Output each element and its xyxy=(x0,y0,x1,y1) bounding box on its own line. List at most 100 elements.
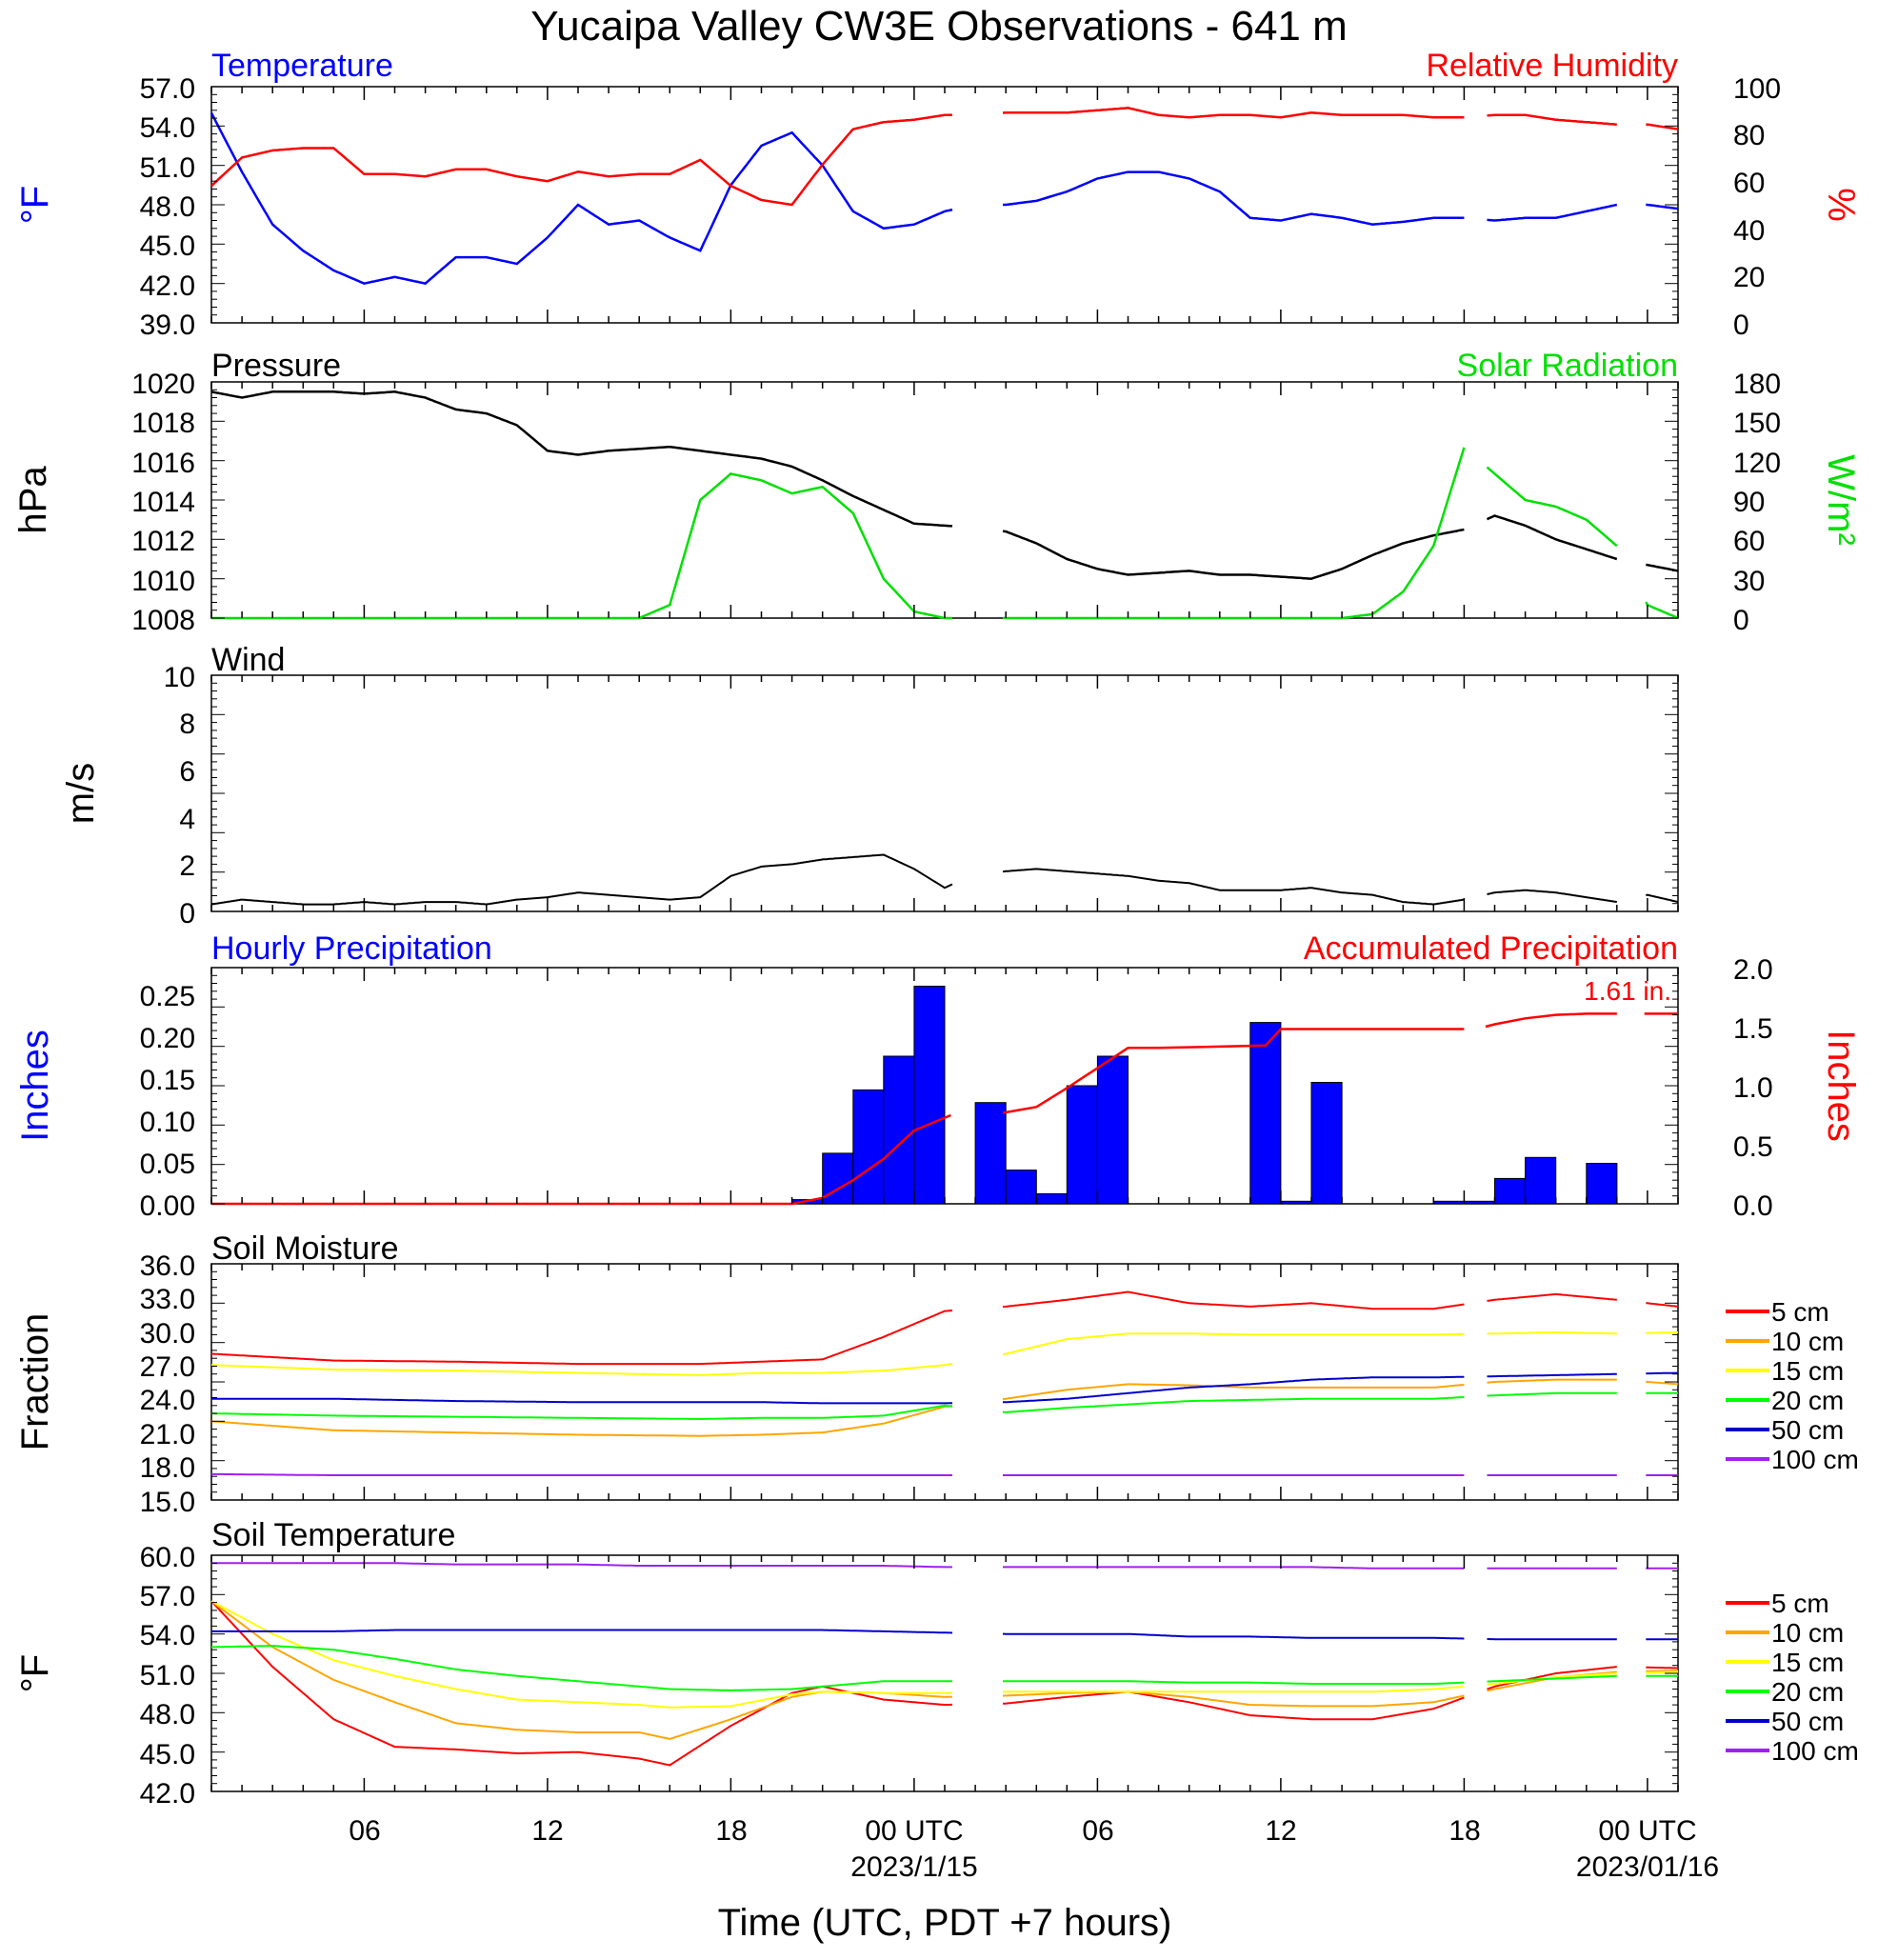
relative-humidity-line xyxy=(210,107,1679,207)
precip-tick-label: 0.25 xyxy=(140,981,195,1012)
precip-bar xyxy=(852,1089,885,1205)
wind-tick-label: 6 xyxy=(179,756,195,788)
pressure-tick-label: 1018 xyxy=(131,408,195,439)
panel-pressure-solar: Pressure Solar Radiation hPa W/m² 1020 1… xyxy=(12,348,1862,636)
soil-moisture-tick-label: 24.0 xyxy=(140,1385,195,1416)
legend-label-10cm: 10 cm xyxy=(1771,1618,1844,1648)
legend-label-50cm: 50 cm xyxy=(1771,1707,1844,1736)
soil-moisture-10cm-line xyxy=(210,1378,1679,1437)
x-tick-label: 06 xyxy=(1082,1815,1113,1847)
hourly-precip-title: Hourly Precipitation xyxy=(211,930,492,967)
rh-tick-label: 80 xyxy=(1733,120,1765,151)
pressure-unit-label: hPa xyxy=(12,466,54,534)
wind-tick-label: 4 xyxy=(179,804,195,835)
x-tick-label: 12 xyxy=(531,1815,563,1847)
soil-moisture-tick-label: 36.0 xyxy=(140,1250,195,1282)
solar-tick-label: 0 xyxy=(1733,605,1749,636)
precip-tick-label: 0.15 xyxy=(140,1065,195,1096)
soil-moisture-tick-label: 15.0 xyxy=(140,1487,195,1518)
precip-tick-label: 0.05 xyxy=(140,1149,195,1180)
x-tick-label: 18 xyxy=(1448,1815,1480,1847)
wind-tick-label: 2 xyxy=(179,850,195,882)
precip-bar xyxy=(1249,1022,1282,1205)
wind-tick-label: 0 xyxy=(179,898,195,930)
x-tick-label: 12 xyxy=(1265,1815,1296,1847)
rh-tick-label: 60 xyxy=(1733,168,1765,199)
solar-tick-label: 180 xyxy=(1733,369,1781,400)
legend-label-5cm: 5 cm xyxy=(1771,1589,1829,1618)
soil-temp-tick-label: 42.0 xyxy=(140,1778,195,1810)
precip-bar xyxy=(1463,1200,1496,1205)
soil-temp-10cm-line xyxy=(210,1600,1679,1740)
soil-temp-50cm-line xyxy=(211,1629,1678,1641)
pressure-tick-label: 1008 xyxy=(131,605,195,636)
wind-title: Wind xyxy=(211,642,285,678)
temp-tick-label: 45.0 xyxy=(140,230,195,262)
soil-moisture-tick-label: 27.0 xyxy=(140,1351,195,1383)
x-tick-label: 00 UTC xyxy=(1598,1815,1696,1847)
wind-tick-label: 8 xyxy=(179,709,195,740)
solar-title: Solar Radiation xyxy=(1457,348,1678,384)
accum-tick-label: 1.0 xyxy=(1733,1072,1773,1104)
solar-unit-label: W/m² xyxy=(1820,454,1862,546)
hourly-precip-unit-label: Inches xyxy=(14,1030,56,1142)
accum-tick-label: 1.5 xyxy=(1733,1013,1773,1045)
precip-tick-label: 0.20 xyxy=(140,1023,195,1054)
pressure-tick-label: 1014 xyxy=(131,487,195,518)
pressure-tick-label: 1010 xyxy=(131,566,195,597)
temp-title: Temperature xyxy=(211,48,393,84)
x-tick-label: 00 UTC xyxy=(865,1815,963,1847)
temp-tick-label: 51.0 xyxy=(140,152,195,184)
soil-moisture-100cm-line xyxy=(210,1472,1678,1476)
solar-tick-label: 90 xyxy=(1733,487,1765,518)
x-axis-label: Time (UTC, PDT +7 hours) xyxy=(718,1902,1172,1944)
soil-temp-legend: 5 cm 10 cm 15 cm 20 cm 50 cm 100 cm xyxy=(1726,1589,1859,1766)
precip-tick-label: 0.00 xyxy=(140,1190,195,1222)
solar-tick-label: 60 xyxy=(1733,526,1765,557)
soil-temp-tick-label: 54.0 xyxy=(140,1620,195,1651)
soil-moisture-legend: 5 cm 10 cm 15 cm 20 cm 50 cm 100 cm xyxy=(1726,1297,1859,1474)
soil-moisture-unit-label: Fraction xyxy=(14,1313,56,1451)
precip-bar xyxy=(1005,1170,1037,1205)
precip-bar xyxy=(974,1102,1007,1205)
chart-title: Yucaipa Valley CW3E Observations - 641 m xyxy=(530,3,1348,50)
panel-temp-rh: Temperature Relative Humidity °F % 57.0 … xyxy=(14,48,1862,341)
legend-label-20cm: 20 cm xyxy=(1771,1386,1844,1415)
rh-tick-label: 40 xyxy=(1733,215,1765,247)
x-tick-date: 2023/1/15 xyxy=(850,1851,977,1883)
solar-tick-label: 120 xyxy=(1733,448,1781,479)
solar-tick-label: 150 xyxy=(1733,408,1781,439)
panel-precip: Hourly Precipitation Accumulated Precipi… xyxy=(14,930,1862,1222)
legend-label-5cm: 5 cm xyxy=(1771,1297,1829,1327)
pressure-line xyxy=(210,390,1679,580)
legend-label-15cm: 15 cm xyxy=(1771,1356,1844,1386)
wind-speed-line xyxy=(210,853,1679,906)
temp-tick-label: 39.0 xyxy=(140,310,195,341)
precip-bar xyxy=(1525,1156,1557,1205)
pressure-tick-label: 1020 xyxy=(131,369,195,400)
accum-tick-label: 0.0 xyxy=(1733,1190,1773,1222)
pressure-tick-label: 1016 xyxy=(131,448,195,479)
x-tick-label: 18 xyxy=(715,1815,747,1847)
axis-tick-marks xyxy=(210,86,1679,1792)
solar-radiation-line xyxy=(211,447,1679,620)
soil-moisture-tick-label: 33.0 xyxy=(140,1284,195,1315)
soil-temp-tick-label: 60.0 xyxy=(140,1542,195,1573)
rh-tick-label: 0 xyxy=(1733,310,1749,341)
precip-bar xyxy=(1494,1177,1527,1205)
wind-tick-label: 10 xyxy=(164,662,195,693)
temp-tick-label: 54.0 xyxy=(140,112,195,144)
precip-left-ticks: 0.25 0.20 0.15 0.10 0.05 0.00 xyxy=(140,981,195,1222)
accumulated-precip-line xyxy=(211,1012,1678,1206)
legend-label-100cm: 100 cm xyxy=(1771,1445,1859,1474)
legend-label-50cm: 50 cm xyxy=(1771,1415,1844,1445)
wind-left-ticks: 10 8 6 4 2 0 xyxy=(164,662,195,930)
soil-moisture-5cm-line xyxy=(210,1290,1679,1366)
soil-moisture-50cm-line xyxy=(211,1371,1678,1405)
solar-tick-label: 30 xyxy=(1733,566,1765,597)
precip-bar xyxy=(1035,1192,1068,1205)
legend-label-10cm: 10 cm xyxy=(1771,1327,1844,1356)
precip-right-ticks: 2.0 1.5 1.0 0.5 0.0 xyxy=(1733,954,1773,1222)
precip-bar xyxy=(1066,1085,1098,1205)
soil-moisture-tick-label: 18.0 xyxy=(140,1452,195,1484)
